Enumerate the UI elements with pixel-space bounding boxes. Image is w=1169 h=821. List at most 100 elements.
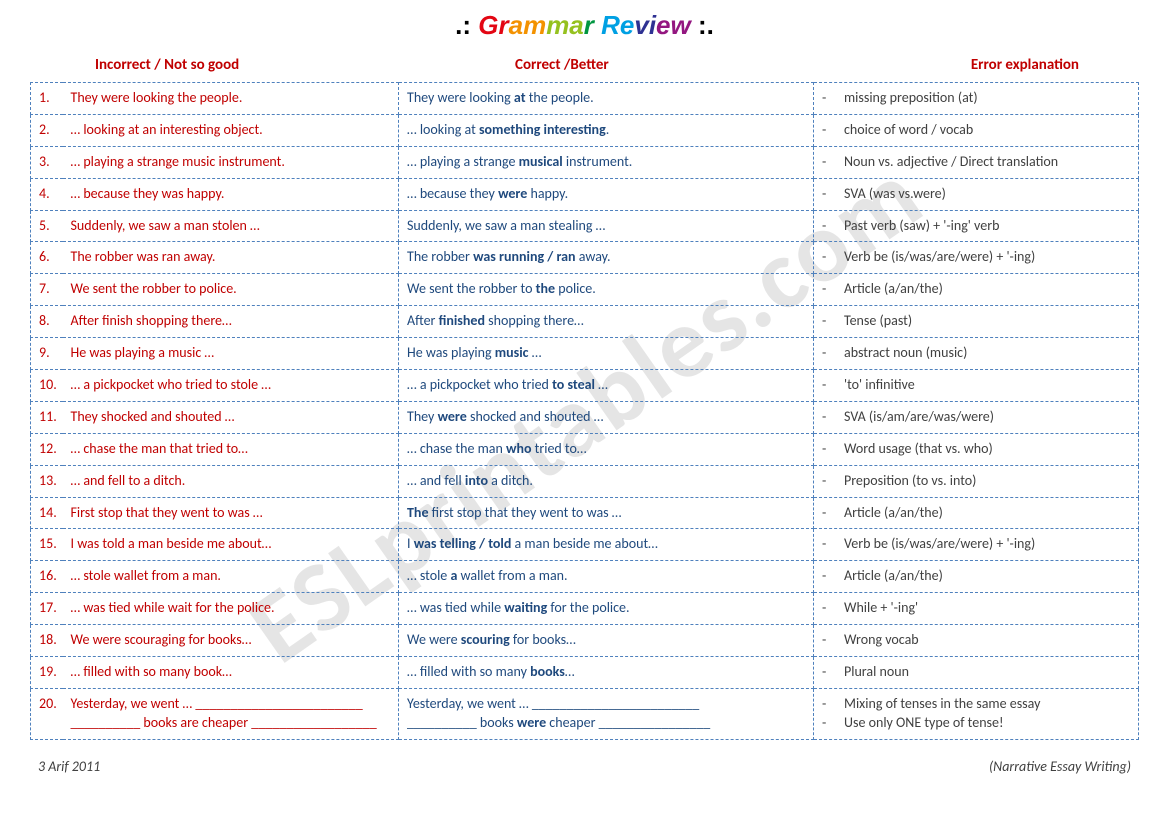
grammar-table: 1.They were looking the people.They were… [30,82,1139,740]
row-number: 1. [31,83,63,115]
incorrect-cell: We sent the robber to police. [63,274,399,306]
title-part: Gr [478,10,508,40]
title-part: ew [656,10,691,40]
explanation-cell: -'to' infinitive [814,370,1139,402]
title-part: Re [601,10,634,40]
table-row: 1.They were looking the people.They were… [31,83,1139,115]
explanation-cell: -Tense (past) [814,306,1139,338]
explanation-cell: -While + '-ing' [814,593,1139,625]
table-row: 8.After finish shopping there…After fini… [31,306,1139,338]
correct-cell: The robber was running / ran away. [399,242,814,274]
footer-left: 3 Arif 2011 [38,758,100,775]
explanation-cell: -Preposition (to vs. into) [814,465,1139,497]
row-number: 6. [31,242,63,274]
explanation-cell: -abstract noun (music) [814,338,1139,370]
correct-cell: … playing a strange musical instrument. [399,146,814,178]
correct-cell: Yesterday, we went … ___________________… [399,688,814,739]
explanation-cell: -Article (a/an/the) [814,274,1139,306]
incorrect-cell: … stole wallet from a man. [63,561,399,593]
table-row: 4.… because they was happy.… because the… [31,178,1139,210]
title-suffix: :. [698,10,714,40]
row-number: 7. [31,274,63,306]
page-footer: 3 Arif 2011 (Narrative Essay Writing) [30,758,1139,775]
table-row: 6.The robber was ran away.The robber was… [31,242,1139,274]
explanation-cell: -Article (a/an/the) [814,561,1139,593]
correct-cell: They were shocked and shouted … [399,401,814,433]
explanation-cell: -Word usage (that vs. who) [814,433,1139,465]
correct-cell: They were looking at the people. [399,83,814,115]
correct-cell: After finished shopping there… [399,306,814,338]
table-row: 18.We were scouraging for books…We were … [31,625,1139,657]
title-part: am [509,10,547,40]
row-number: 15. [31,529,63,561]
table-row: 13.… and fell to a ditch.… and fell into… [31,465,1139,497]
explanation-cell: -Wrong vocab [814,625,1139,657]
incorrect-cell: After finish shopping there… [63,306,399,338]
incorrect-cell: … and fell to a ditch. [63,465,399,497]
column-headers: Incorrect / Not so good Correct /Better … [35,56,1139,74]
table-row: 3.… playing a strange music instrument.…… [31,146,1139,178]
header-explanation: Error explanation [820,56,1139,74]
correct-cell: The first stop that they went to was … [399,497,814,529]
correct-cell: He was playing music … [399,338,814,370]
row-number: 19. [31,657,63,689]
correct-cell: … filled with so many books… [399,657,814,689]
explanation-cell: -Noun vs. adjective / Direct translation [814,146,1139,178]
row-number: 4. [31,178,63,210]
incorrect-cell: First stop that they went to was … [63,497,399,529]
incorrect-cell: … a pickpocket who tried to stole … [63,370,399,402]
table-row: 19.… filled with so many book…… filled w… [31,657,1139,689]
title-part: vi [634,10,656,40]
row-number: 10. [31,370,63,402]
explanation-cell: -Past verb (saw) + '-ing' verb [814,210,1139,242]
incorrect-cell: Suddenly, we saw a man stolen … [63,210,399,242]
correct-cell: … because they were happy. [399,178,814,210]
incorrect-cell: … playing a strange music instrument. [63,146,399,178]
explanation-cell: -Mixing of tenses in the same essay-Use … [814,688,1139,739]
incorrect-cell: … chase the man that tried to… [63,433,399,465]
explanation-cell: -missing preposition (at) [814,83,1139,115]
explanation-cell: -Plural noun [814,657,1139,689]
correct-cell: I was telling / told a man beside me abo… [399,529,814,561]
table-row: 15.I was told a man beside me about…I wa… [31,529,1139,561]
correct-cell: We were scouring for books… [399,625,814,657]
table-row: 9.He was playing a music …He was playing… [31,338,1139,370]
correct-cell: We sent the robber to the police. [399,274,814,306]
incorrect-cell: Yesterday, we went … ___________________… [63,688,399,739]
correct-cell: … was tied while waiting for the police. [399,593,814,625]
incorrect-cell: He was playing a music … [63,338,399,370]
table-row: 14.First stop that they went to was …The… [31,497,1139,529]
header-correct: Correct /Better [405,56,820,74]
table-row: 2.… looking at an interesting object.… l… [31,114,1139,146]
page-content: .: Grammar Review :. Incorrect / Not so … [0,0,1169,775]
row-number: 20. [31,688,63,739]
incorrect-cell: They were looking the people. [63,83,399,115]
explanation-cell: -Article (a/an/the) [814,497,1139,529]
correct-cell: … a pickpocket who tried to steal … [399,370,814,402]
title-part: ma [546,10,584,40]
incorrect-cell: The robber was ran away. [63,242,399,274]
correct-cell: … and fell into a ditch. [399,465,814,497]
table-row: 12.… chase the man that tried to…… chase… [31,433,1139,465]
table-row: 7.We sent the robber to police.We sent t… [31,274,1139,306]
explanation-cell: -Verb be (is/was/are/were) + '-ing) [814,529,1139,561]
table-row: 10.… a pickpocket who tried to stole …… … [31,370,1139,402]
table-row: 5.Suddenly, we saw a man stolen …Suddenl… [31,210,1139,242]
row-number: 5. [31,210,63,242]
row-number: 16. [31,561,63,593]
table-row: 20.Yesterday, we went … ________________… [31,688,1139,739]
row-number: 9. [31,338,63,370]
correct-cell: Suddenly, we saw a man stealing … [399,210,814,242]
row-number: 18. [31,625,63,657]
incorrect-cell: We were scouraging for books… [63,625,399,657]
title-part: r [584,10,601,40]
correct-cell: … stole a wallet from a man. [399,561,814,593]
row-number: 3. [31,146,63,178]
header-incorrect: Incorrect / Not so good [35,56,405,74]
row-number: 13. [31,465,63,497]
row-number: 14. [31,497,63,529]
explanation-cell: -Verb be (is/was/are/were) + '-ing) [814,242,1139,274]
incorrect-cell: … because they was happy. [63,178,399,210]
row-number: 17. [31,593,63,625]
incorrect-cell: … was tied while wait for the police. [63,593,399,625]
